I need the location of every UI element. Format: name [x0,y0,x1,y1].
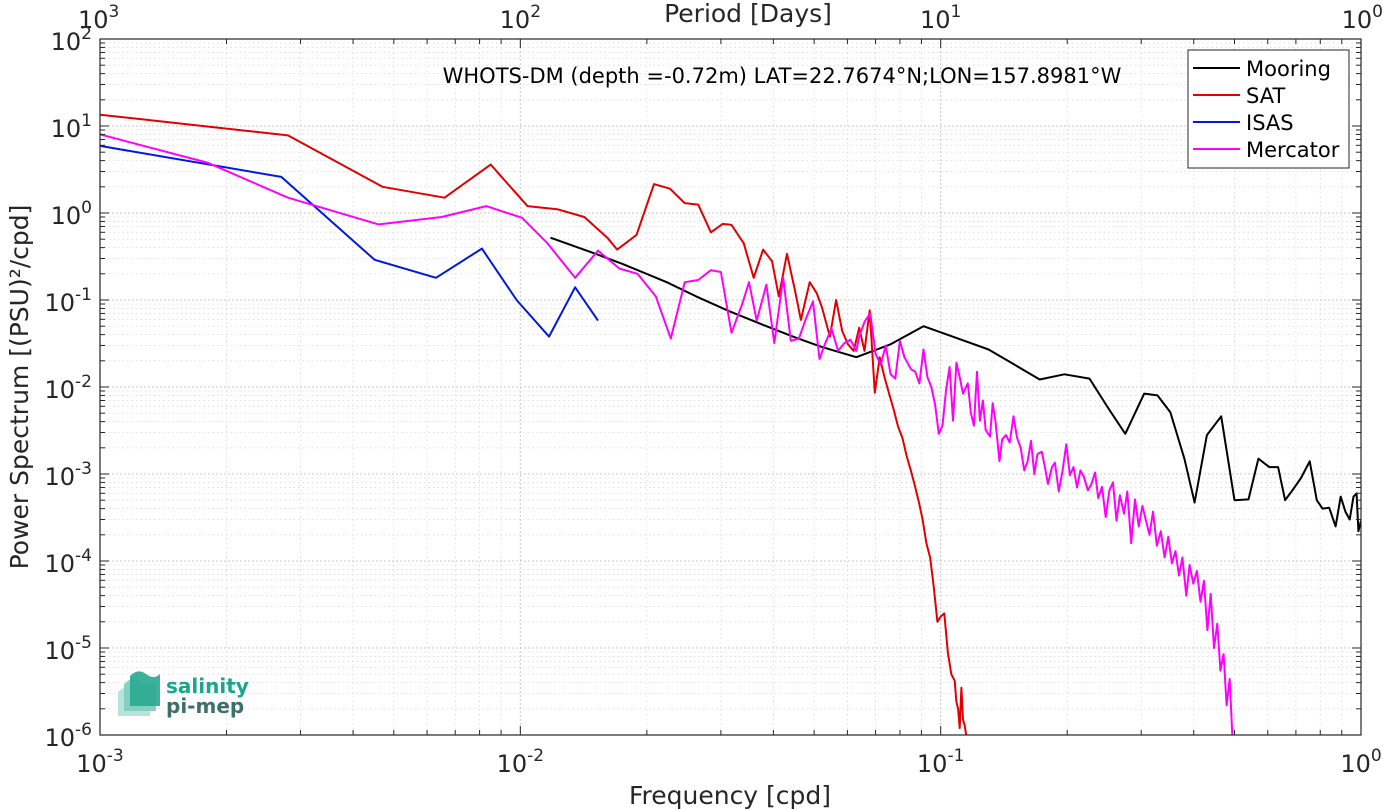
top-axis-label: Period [Days] [664,0,832,28]
logo-text-line1: salinity [166,674,249,698]
y-tick-label: 10-6 [45,720,93,752]
logo-text-line2: pi-mep [166,694,244,718]
series-line-sat [100,113,968,735]
legend-label-mercator: Mercator [1246,138,1340,162]
top-tick-label: 101 [920,2,961,34]
top-tick-labels: 103 102 101 100 [78,2,1383,34]
tick-marks [99,38,1362,736]
x-tick-label: 10-2 [497,746,545,778]
x-tick-label: 100 [1340,746,1381,778]
y-tick-label: 102 [51,24,92,56]
chart-title: WHOTS-DM (depth =-0.72m) LAT=22.7674°N;L… [443,64,1122,88]
y-tick-label: 10-3 [45,459,93,491]
y-tick-label: 100 [51,198,92,230]
legend-label-isas: ISAS [1246,111,1294,135]
x-tick-labels: 10-3 10-2 10-1 100 [76,746,1381,778]
y-tick-label: 10-5 [45,633,93,665]
series-line-mooring [550,236,1361,533]
top-tick-label: 103 [78,2,119,34]
y-tick-labels: 10-6 10-5 10-4 10-3 10-2 10-1 100 101 102 [45,24,93,752]
salinity-pi-mep-logo: salinity pi-mep [118,671,249,718]
top-tick-label: 100 [1342,2,1383,34]
x-tick-label: 10-1 [917,746,965,778]
series-lines [100,113,1361,735]
series-line-mercator [100,133,1234,735]
top-tick-label: 102 [500,2,541,34]
logo-waves-icon [118,671,160,716]
y-tick-label: 10-2 [45,372,93,404]
y-tick-label: 101 [51,111,92,143]
y-axis-label: Power Spectrum [(PSU)²/cpd] [5,205,34,570]
x-axis-label: Frequency [cpd] [629,781,831,809]
legend: Mooring SAT ISAS Mercator [1187,49,1350,169]
y-tick-label: 10-4 [45,546,93,578]
legend-label-sat: SAT [1246,84,1285,108]
x-tick-label: 10-3 [76,746,124,778]
y-tick-label: 10-1 [45,285,93,317]
legend-label-mooring: Mooring [1246,57,1331,81]
plot-area [100,39,1361,735]
